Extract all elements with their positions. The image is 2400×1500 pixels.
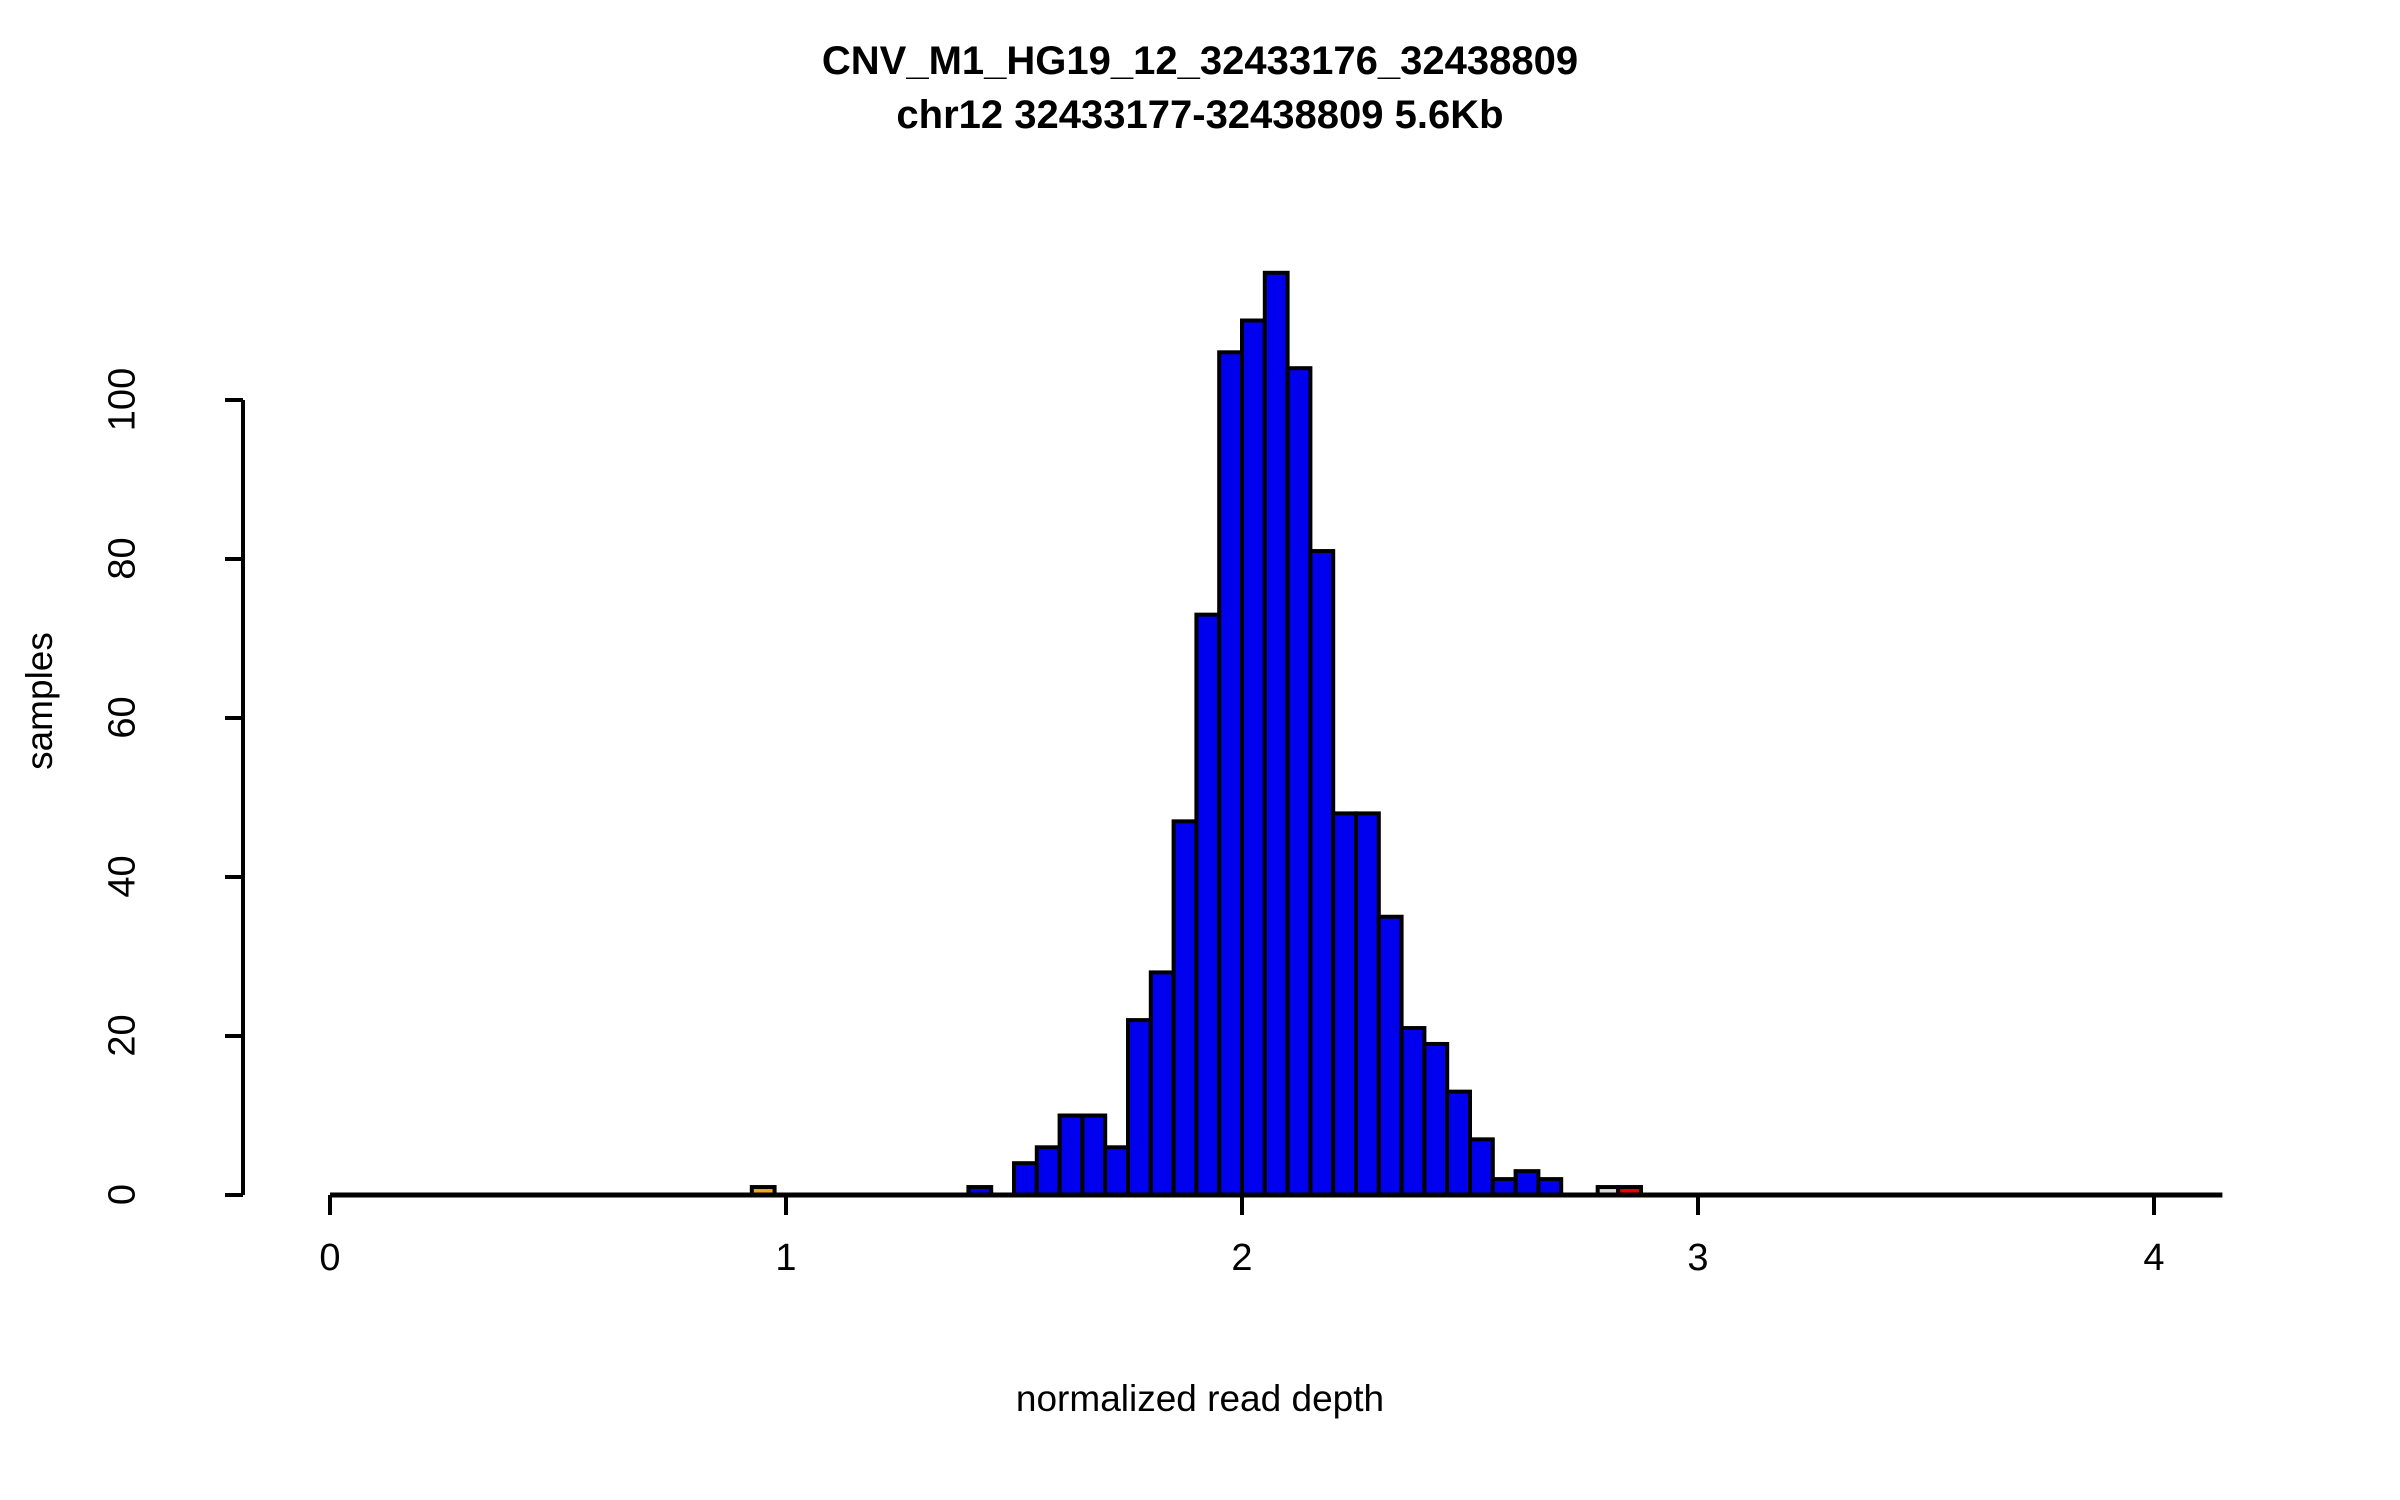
- y-tick-label: 80: [101, 537, 144, 580]
- histogram-bar: [1308, 549, 1336, 1197]
- x-tick-label: 3: [1687, 1237, 1709, 1279]
- histogram-bar: [1103, 1145, 1130, 1198]
- y-tick-label: 40: [101, 855, 144, 898]
- y-axis-title: samples: [19, 632, 60, 770]
- axes: [225, 398, 2223, 1215]
- x-tick-label: 1: [775, 1237, 797, 1279]
- histogram-bar: [1034, 1145, 1062, 1198]
- x-tick-label: 4: [2143, 1237, 2165, 1279]
- histogram-bar: [1126, 1018, 1153, 1197]
- histogram-bar: [1331, 811, 1358, 1198]
- y-tick-label: 20: [101, 1014, 144, 1057]
- y-tick-label: 100: [101, 367, 144, 432]
- histogram-bar: [1012, 1161, 1039, 1197]
- y-tick-label: 60: [101, 696, 144, 739]
- histogram-bar: [1399, 1026, 1427, 1198]
- histogram-bar: [1354, 811, 1381, 1198]
- x-tick-label: 2: [1231, 1237, 1253, 1279]
- histogram-bar: [1148, 970, 1176, 1198]
- histogram-bar: [1057, 1113, 1085, 1197]
- chart-title: CNV_M1_HG19_12_32433176_32438809 chr12 3…: [0, 34, 2400, 142]
- histogram-bar: [1422, 1041, 1450, 1197]
- histogram-bar: [1376, 914, 1404, 1197]
- histogram-bar: [1468, 1137, 1495, 1197]
- histogram-bar: [1171, 819, 1199, 1197]
- histogram-bar: [1513, 1169, 1541, 1198]
- histogram-bar: [1445, 1089, 1472, 1198]
- histogram-bar: [1285, 366, 1313, 1197]
- histogram-bar: [1080, 1113, 1108, 1197]
- x-axis-title: normalized read depth: [1015, 1378, 1385, 1419]
- chart-title-line-2: chr12 32433177-32438809 5.6Kb: [896, 93, 1504, 137]
- histogram-bar: [1217, 350, 1244, 1197]
- histogram-bars: [749, 270, 1643, 1198]
- y-tick-label: 0: [101, 1183, 144, 1206]
- histogram-bar: [1194, 612, 1222, 1197]
- chart-title-line-1: CNV_M1_HG19_12_32433176_32438809: [821, 39, 1579, 83]
- x-tick-label: 0: [319, 1237, 341, 1279]
- histogram-bar: [1240, 318, 1267, 1197]
- histogram-bar: [1262, 270, 1290, 1197]
